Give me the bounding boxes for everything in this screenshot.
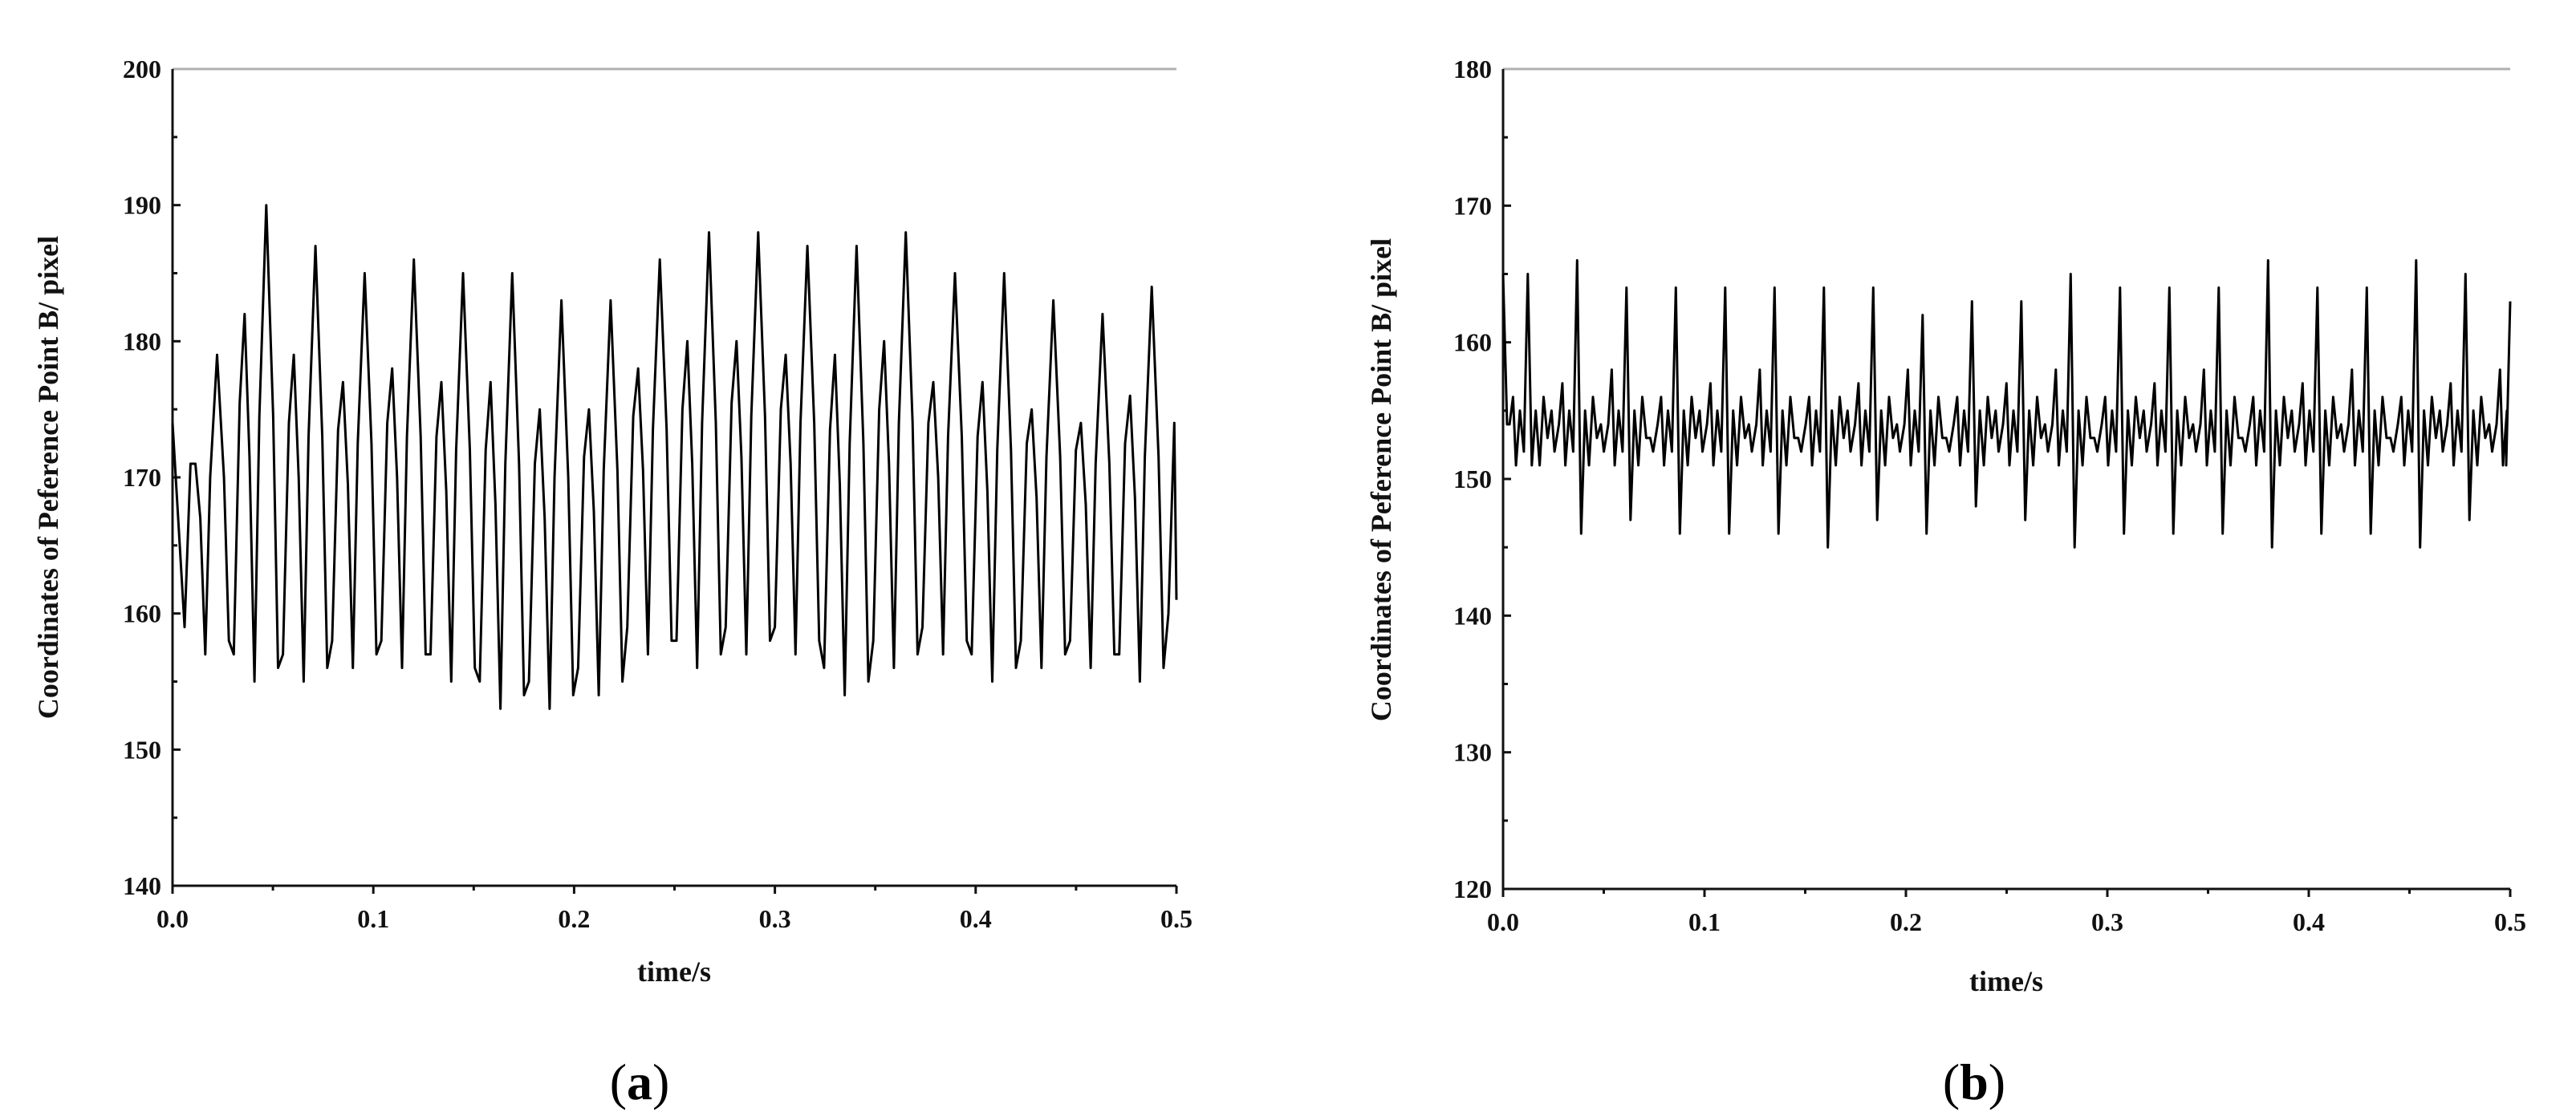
- panel-b-y-axis-title: Coordinates of Peference Point B/ pixel: [1365, 238, 1397, 721]
- panel-a-x-axis-title: time/s: [637, 956, 711, 988]
- panel-a-caption-letter: a: [627, 1053, 652, 1110]
- panel-a-series-line: [171, 204, 1178, 710]
- panel-b-y-tick-label: 160: [1453, 328, 1492, 357]
- panel-a-x-tick-label: 0.0: [156, 904, 189, 933]
- panel-b-y-tick-label: 130: [1453, 738, 1492, 767]
- panel-b-series-line: [1501, 259, 2512, 549]
- panel-b-y-tick-label: 180: [1453, 55, 1492, 83]
- panel-b-y-tick-label: 150: [1453, 465, 1492, 493]
- panel-b-x-tick-label: 0.5: [2494, 907, 2526, 936]
- panel-a-y-tick-label: 150: [123, 735, 161, 764]
- panel-a-y-tick-label: 180: [123, 327, 161, 355]
- panel-a-y-tick-label: 200: [123, 55, 161, 83]
- panel-a-y-tick-label: 160: [123, 599, 161, 628]
- panel-a-y-tick-label: 190: [123, 191, 161, 220]
- panel-b-y-tick-label: 170: [1453, 191, 1492, 220]
- panel-b-x-tick-label: 0.1: [1688, 907, 1721, 936]
- panel-a-x-tick-label: 0.2: [558, 904, 590, 933]
- panel-a-x-tick-label: 0.1: [357, 904, 389, 933]
- panel-a-y-tick-label: 170: [123, 463, 161, 492]
- panel-b-y-tick-label: 140: [1453, 601, 1492, 630]
- panel-a-caption: (a): [610, 1053, 670, 1110]
- panel-b-x-tick-label: 0.0: [1487, 907, 1519, 936]
- panel-b-x-tick-label: 0.4: [2293, 907, 2325, 936]
- panel-b-y-tick-label: 120: [1453, 875, 1492, 903]
- panel-b-x-axis-title: time/s: [1969, 965, 2043, 997]
- panel-b-caption: (b): [1943, 1053, 2005, 1110]
- panel-b-x-tick-label: 0.3: [2091, 907, 2123, 936]
- panel-a-y-tick-label: 140: [123, 871, 161, 900]
- panel-b-caption-letter: b: [1960, 1053, 1989, 1110]
- panel-b-x-tick-label: 0.2: [1890, 907, 1922, 936]
- panel-b: 120 130 140 150 160 170 180 0.0 0.1 0.2 0.3 0.4 0.5…: [1365, 55, 2526, 1110]
- panel-a-x-tick-label: 0.4: [960, 904, 992, 933]
- panel-a: 140 150 160 170 180 190 200 0.0 0.1 0.2 0.3 0.4 0.5…: [32, 55, 1193, 1110]
- panel-a-x-tick-label: 0.3: [759, 904, 791, 933]
- panel-a-y-axis-title: Coordinates of Peference Point B/ pixel: [32, 236, 64, 719]
- panel-a-x-tick-label: 0.5: [1160, 904, 1193, 933]
